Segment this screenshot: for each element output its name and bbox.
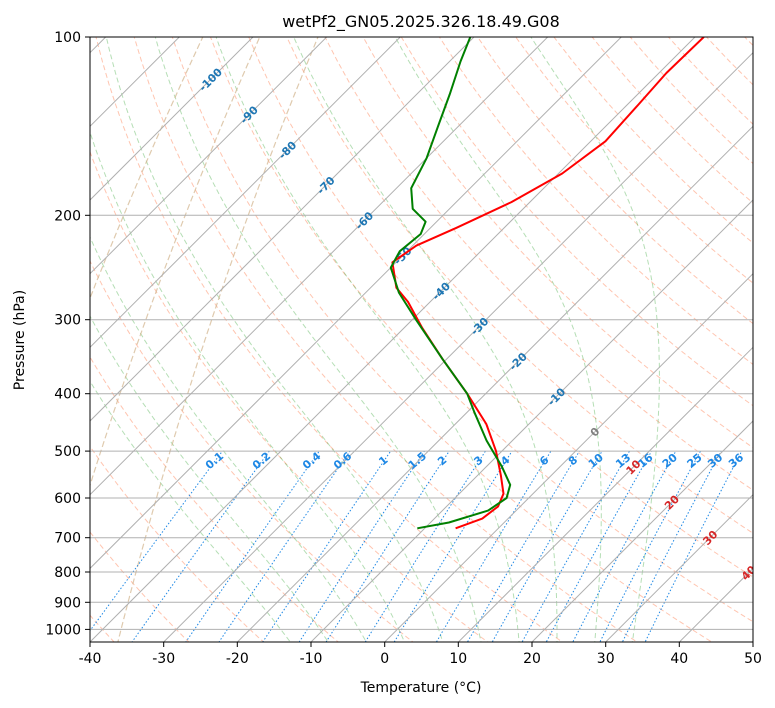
sounding-series bbox=[389, 37, 705, 530]
dry-adiabat-line bbox=[400, 37, 753, 407]
y-tick-label: 600 bbox=[54, 491, 81, 507]
isotherm-line bbox=[383, 272, 753, 642]
x-tick-label: 20 bbox=[523, 651, 541, 667]
dry-adiabat-line bbox=[171, 37, 713, 642]
x-tick-label: 40 bbox=[670, 651, 688, 667]
isotherm-line bbox=[531, 420, 753, 642]
moist-adiabat-line bbox=[215, 37, 520, 642]
isotherm-line bbox=[90, 37, 181, 128]
isotherm-line bbox=[90, 37, 696, 642]
isotherm-line bbox=[90, 37, 623, 570]
dry-adiabat-line bbox=[438, 37, 753, 366]
y-tick-label: 200 bbox=[54, 208, 81, 224]
moist-adiabat-line bbox=[90, 314, 329, 642]
moist-adiabat-line bbox=[530, 37, 660, 642]
dewpoint-profile-line bbox=[389, 37, 512, 530]
isotherm-line bbox=[162, 51, 753, 642]
moist-adiabat-line bbox=[154, 37, 482, 642]
plot-frame bbox=[89, 36, 754, 643]
x-tick-label: 50 bbox=[744, 651, 762, 667]
isotherm-line bbox=[310, 199, 753, 642]
x-tick-label: -40 bbox=[79, 651, 102, 667]
y-tick-label: 500 bbox=[54, 444, 81, 460]
isotherm-line bbox=[457, 346, 753, 642]
x-tick-label: -10 bbox=[300, 651, 323, 667]
isotherm-line bbox=[604, 493, 753, 642]
x-tick-label: -20 bbox=[226, 651, 249, 667]
isotherm-line bbox=[90, 37, 549, 496]
y-tick-label: 800 bbox=[54, 565, 81, 581]
dry-adiabat-line bbox=[324, 37, 753, 491]
y-tick-label: 900 bbox=[54, 595, 81, 611]
plot-area: -100-90-80-70-60-50-40-30-20-10010203040… bbox=[90, 37, 753, 642]
x-tick-label: 30 bbox=[597, 651, 615, 667]
moist-adiabat-line bbox=[105, 37, 444, 642]
isotherm-line bbox=[90, 37, 254, 201]
y-axis-label: Pressure (hPa) bbox=[12, 290, 28, 390]
y-axis-ticks: 100 200 300 400 500 600 700 800 900 1000 bbox=[45, 30, 90, 638]
isotherms bbox=[90, 37, 753, 642]
x-axis-label: Temperature (°C) bbox=[360, 680, 482, 696]
isotherm-line bbox=[90, 37, 328, 275]
y-tick-label: 100 bbox=[54, 30, 81, 46]
isotherm-line bbox=[236, 125, 753, 642]
moist-adiabat-line bbox=[90, 235, 367, 642]
chart-title: wetPf2_GN05.2025.326.18.49.G08 bbox=[282, 12, 560, 32]
x-tick-label: 10 bbox=[449, 651, 467, 667]
y-tick-label: 300 bbox=[54, 313, 81, 329]
dry-adiabat-line bbox=[90, 531, 190, 642]
x-tick-label: -30 bbox=[152, 651, 175, 667]
x-axis-ticks: -40 -30 -20 -10 0 10 20 30 40 50 bbox=[79, 642, 762, 667]
decorative-curve bbox=[90, 37, 261, 488]
isobars bbox=[90, 37, 753, 630]
isotherm-line bbox=[90, 37, 402, 349]
x-tick-label: 0 bbox=[380, 651, 389, 667]
y-tick-label: 400 bbox=[54, 387, 81, 403]
isotherm-line bbox=[90, 37, 475, 422]
y-tick-label: 700 bbox=[54, 531, 81, 547]
temperature-profile-line bbox=[391, 37, 705, 530]
y-tick-label: 1000 bbox=[45, 622, 81, 638]
